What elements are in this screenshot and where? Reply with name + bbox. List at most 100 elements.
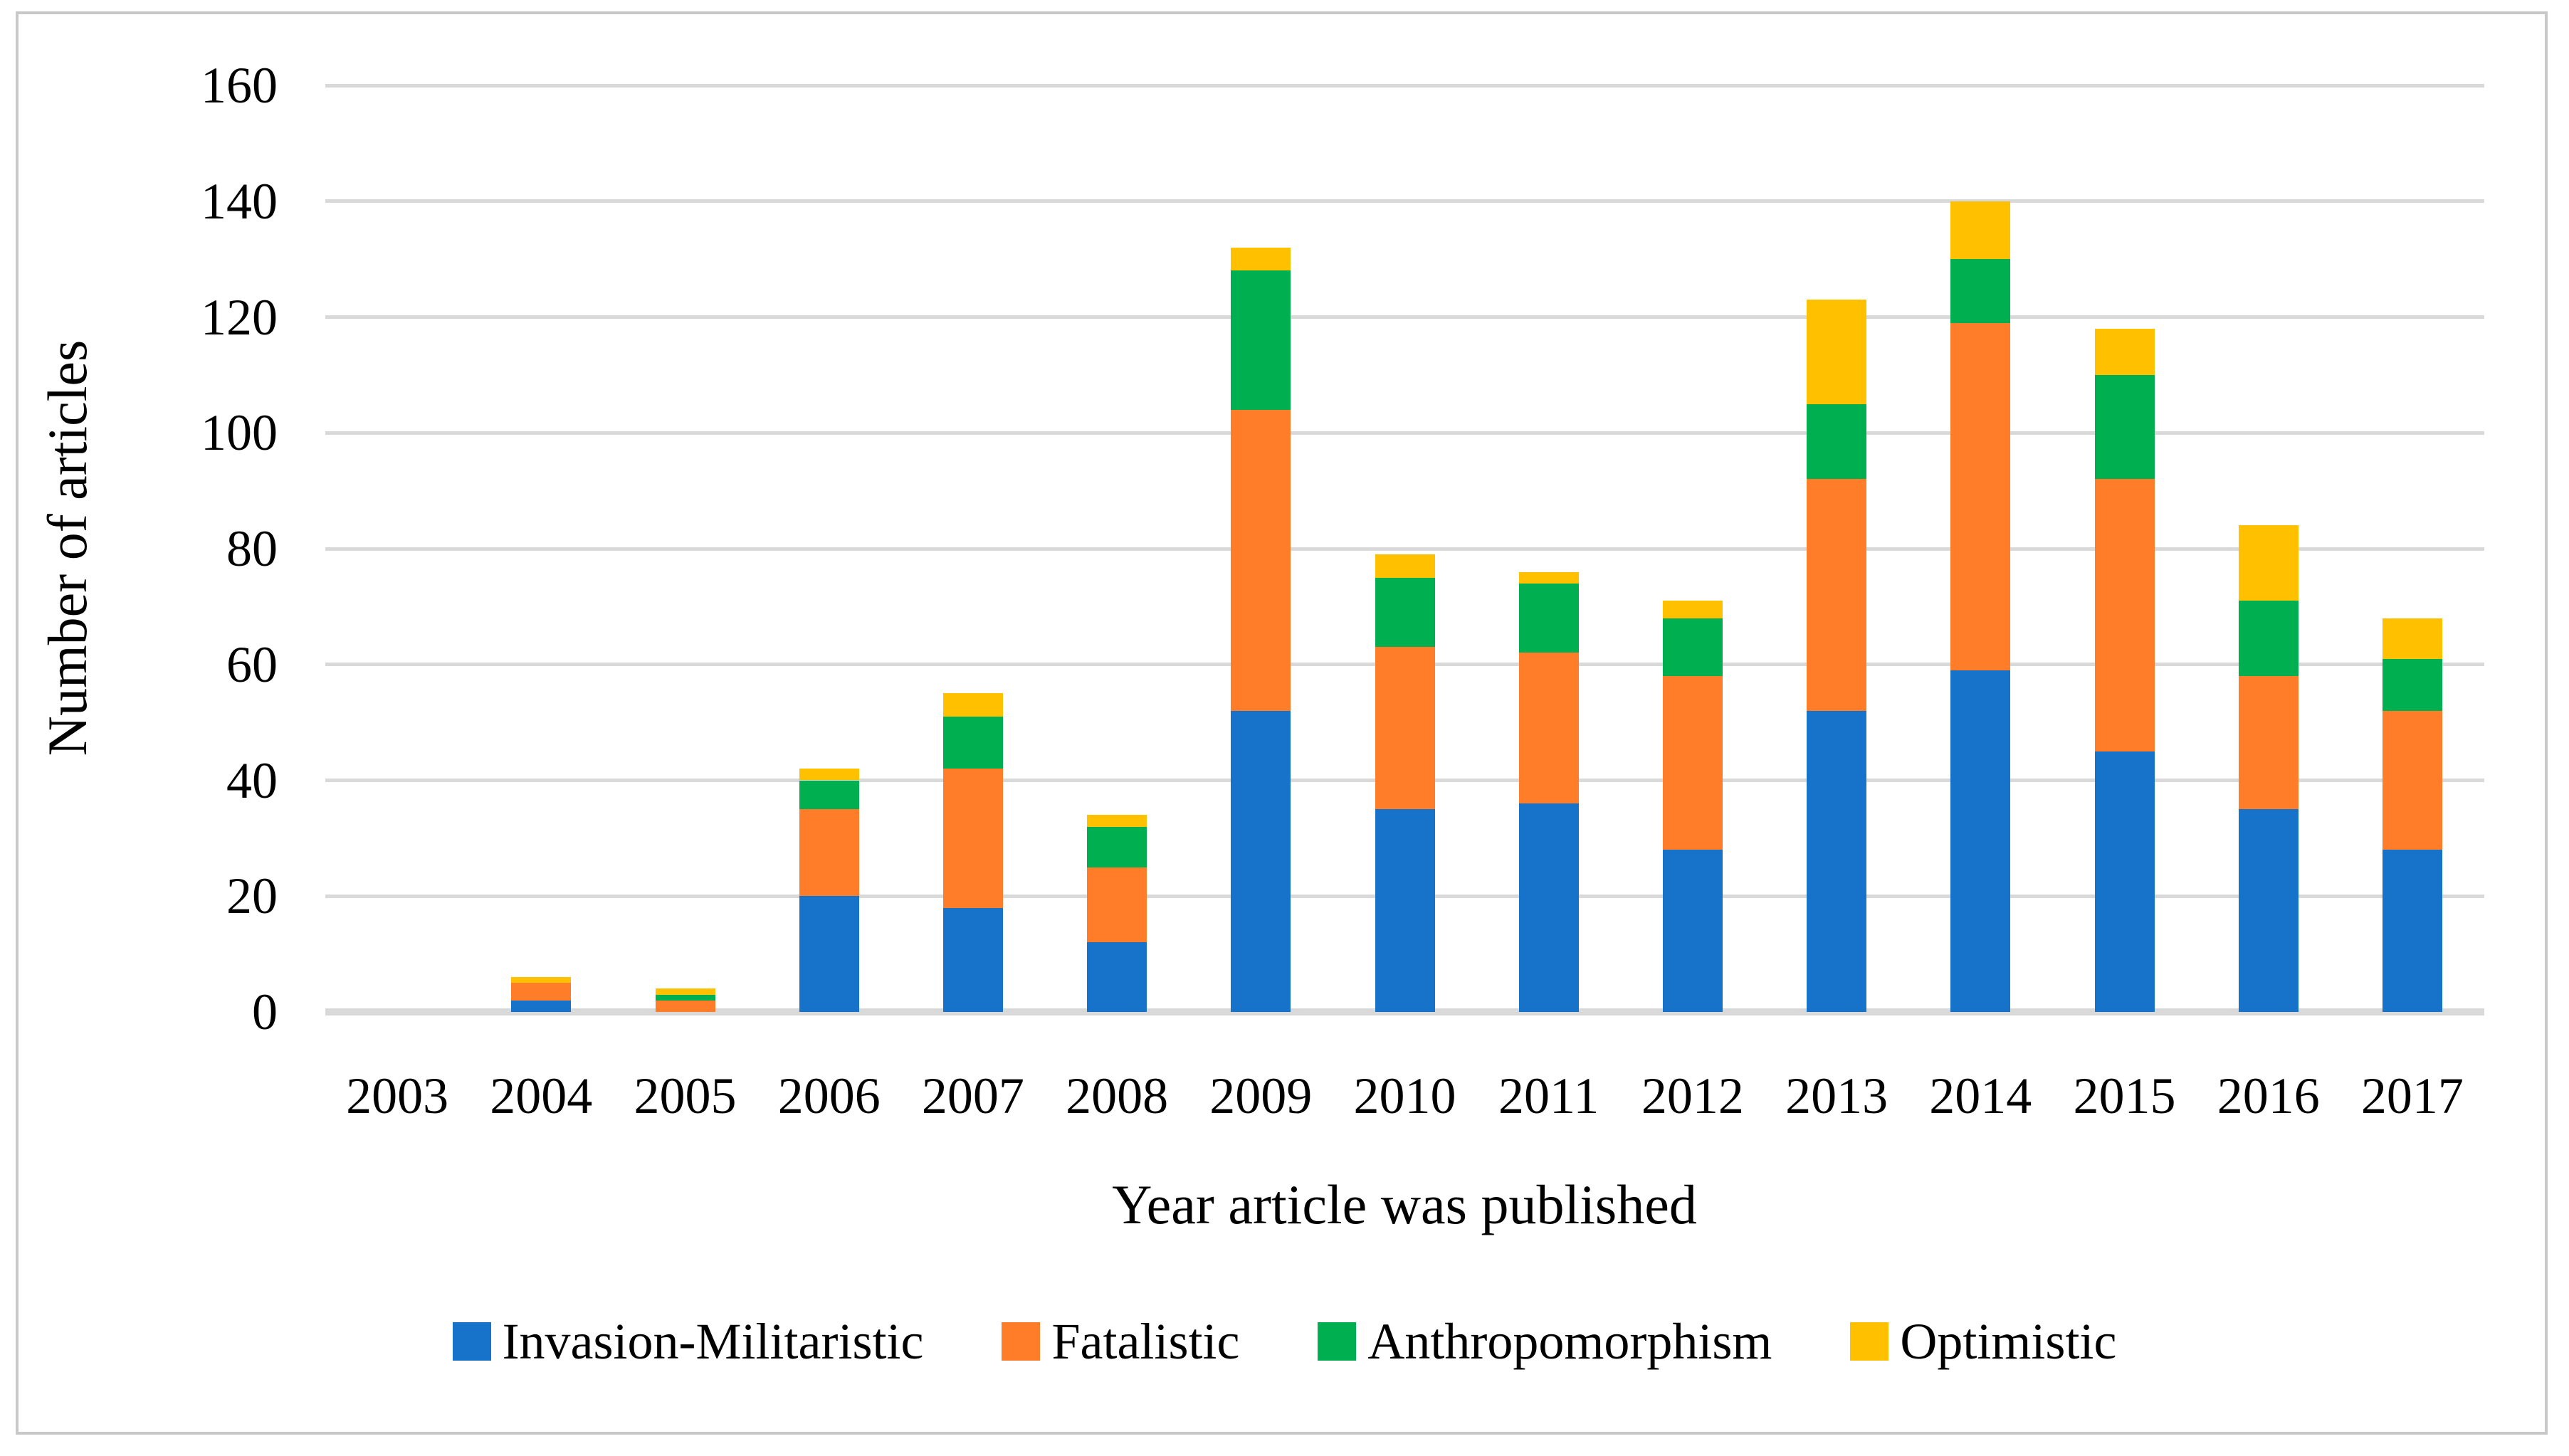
bar-segment-anthropomorphism	[655, 994, 715, 1001]
bar-segment-fatalistic	[1662, 676, 1723, 850]
x-tick-label: 2004	[490, 1067, 593, 1124]
x-tick-label: 2007	[921, 1067, 1024, 1124]
bar-segment-optimistic	[655, 988, 715, 995]
gridline	[325, 431, 2484, 435]
bar-segment-anthropomorphism	[1950, 259, 2011, 323]
bar-segment-optimistic	[2382, 618, 2442, 659]
y-tick-label: 160	[201, 57, 278, 114]
bar-segment-anthropomorphism	[942, 716, 1003, 769]
bar-segment-optimistic	[1375, 554, 1435, 578]
figure-border	[16, 11, 2548, 1435]
bar-segment-fatalistic	[942, 769, 1003, 908]
legend-label: Anthropomorphism	[1367, 1313, 1772, 1370]
bar-segment-anthropomorphism	[2094, 374, 2155, 480]
legend-item: Fatalistic	[1002, 1313, 1239, 1370]
bar-segment-optimistic	[1231, 247, 1291, 271]
bar-segment-invasion-militaristic	[2238, 809, 2299, 1012]
legend-swatch-icon	[1850, 1322, 1889, 1361]
bar-segment-fatalistic	[1518, 653, 1579, 804]
legend-item: Optimistic	[1850, 1313, 2116, 1370]
legend-swatch-icon	[452, 1322, 491, 1361]
x-tick-label: 2017	[2360, 1067, 2464, 1124]
legend-label: Invasion-Militaristic	[502, 1313, 924, 1370]
bar-segment-optimistic	[1087, 815, 1147, 827]
legend: Invasion-Militaristic Fatalistic Anthropom…	[0, 1313, 2569, 1370]
x-tick-label: 2010	[1353, 1067, 1456, 1124]
bar-segment-anthropomorphism	[2382, 658, 2442, 711]
bar-segment-invasion-militaristic	[1375, 809, 1435, 1012]
bar-segment-anthropomorphism	[1087, 826, 1147, 867]
bar-segment-invasion-militaristic	[1087, 942, 1147, 1012]
x-tick-label: 2006	[777, 1067, 881, 1124]
bar-segment-fatalistic	[511, 983, 572, 1001]
bar-segment-optimistic	[942, 693, 1003, 717]
x-tick-label: 2014	[1929, 1067, 2032, 1124]
bar-segment-invasion-militaristic	[799, 896, 859, 1012]
gridline	[325, 547, 2484, 551]
bar-segment-fatalistic	[1807, 479, 1867, 711]
y-axis-title: Number of articles	[36, 339, 98, 756]
bar-segment-invasion-militaristic	[511, 1000, 572, 1012]
y-tick-label: 60	[226, 635, 278, 693]
x-tick-label: 2013	[1785, 1067, 1888, 1124]
bar-segment-optimistic	[1518, 571, 1579, 584]
x-axis-title: Year article was published	[1112, 1173, 1697, 1235]
y-tick-label: 0	[252, 983, 278, 1040]
x-tick-label: 2016	[2217, 1067, 2320, 1124]
bar-segment-optimistic	[799, 769, 859, 781]
bar-segment-optimistic	[2238, 525, 2299, 601]
x-tick-label: 2015	[2073, 1067, 2176, 1124]
legend-item: Anthropomorphism	[1318, 1313, 1772, 1370]
gridline	[325, 83, 2484, 88]
bar-segment-anthropomorphism	[1518, 583, 1579, 653]
x-tick-label: 2012	[1641, 1067, 1744, 1124]
bar-segment-anthropomorphism	[1807, 403, 1867, 480]
y-tick-label: 100	[201, 404, 278, 462]
x-tick-label: 2005	[634, 1067, 737, 1124]
bar-segment-optimistic	[1807, 300, 1867, 404]
bar-segment-anthropomorphism	[1375, 577, 1435, 648]
bar-segment-fatalistic	[2382, 710, 2442, 850]
bar-segment-invasion-militaristic	[1518, 803, 1579, 1012]
y-tick-label: 80	[226, 520, 278, 577]
bar-segment-invasion-militaristic	[2382, 850, 2442, 1012]
bar-segment-fatalistic	[655, 1000, 715, 1012]
gridline	[325, 199, 2484, 204]
legend-label: Optimistic	[1900, 1313, 2117, 1370]
bar-segment-anthropomorphism	[1231, 270, 1291, 410]
bar-segment-invasion-militaristic	[1231, 710, 1291, 1012]
x-tick-label: 2011	[1498, 1067, 1599, 1124]
legend-item: Invasion-Militaristic	[452, 1313, 924, 1370]
x-tick-label: 2003	[346, 1067, 449, 1124]
bar-segment-fatalistic	[1087, 867, 1147, 943]
legend-swatch-icon	[1002, 1322, 1041, 1361]
bar-segment-invasion-militaristic	[1950, 670, 2011, 1012]
bar-segment-optimistic	[1662, 601, 1723, 618]
legend-swatch-icon	[1318, 1322, 1357, 1361]
bar-segment-fatalistic	[1231, 409, 1291, 711]
bar-segment-invasion-militaristic	[942, 907, 1003, 1012]
bar-segment-optimistic	[1950, 201, 2011, 260]
bar-segment-optimistic	[511, 977, 572, 983]
bar-segment-fatalistic	[1950, 322, 2011, 670]
bar-segment-fatalistic	[1375, 647, 1435, 810]
gridline	[325, 315, 2484, 319]
y-tick-label: 140	[201, 172, 278, 230]
legend-label: Fatalistic	[1051, 1313, 1240, 1370]
bar-segment-invasion-militaristic	[2094, 751, 2155, 1012]
bar-segment-invasion-militaristic	[1662, 850, 1723, 1012]
x-axis-line	[325, 1008, 2484, 1015]
bar-segment-anthropomorphism	[1662, 618, 1723, 677]
y-tick-label: 20	[226, 867, 278, 925]
y-tick-label: 120	[201, 288, 278, 346]
bar-segment-optimistic	[2094, 328, 2155, 375]
bar-segment-fatalistic	[2238, 676, 2299, 810]
bar-segment-invasion-militaristic	[1807, 710, 1867, 1012]
x-tick-label: 2009	[1209, 1067, 1313, 1124]
bar-segment-anthropomorphism	[799, 780, 859, 810]
y-tick-label: 40	[226, 751, 278, 809]
bar-segment-anthropomorphism	[2238, 601, 2299, 677]
bar-segment-fatalistic	[2094, 479, 2155, 751]
bar-segment-fatalistic	[799, 809, 859, 897]
